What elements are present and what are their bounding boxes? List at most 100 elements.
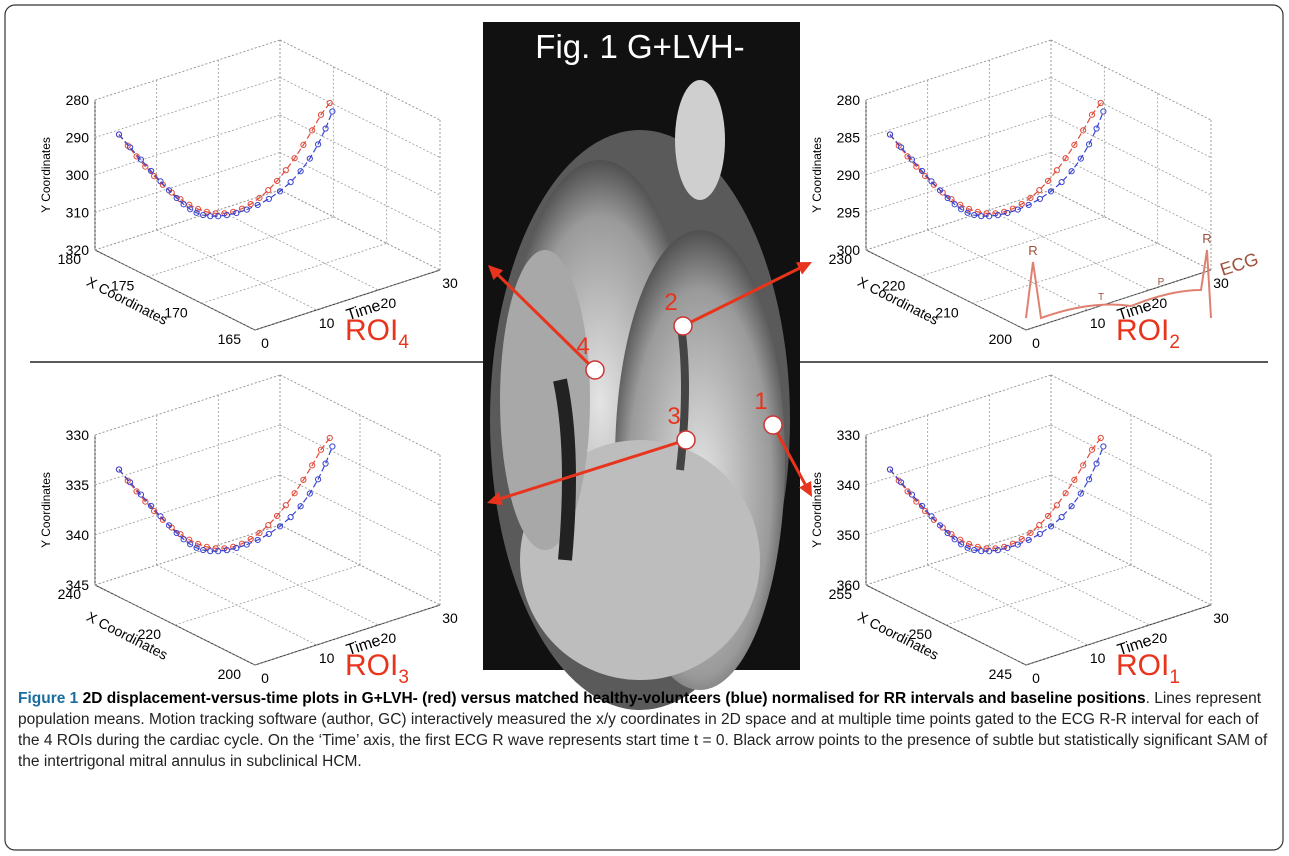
y-axis-label: Y Coordinates — [39, 137, 53, 213]
roi-marker — [673, 316, 693, 336]
grid-line — [156, 564, 317, 646]
trajectory-point — [200, 546, 207, 554]
ecg-label: P — [1158, 277, 1165, 288]
trajectory-point — [971, 546, 978, 554]
trajectory-point — [223, 212, 230, 219]
trajectory-point — [151, 173, 158, 180]
ecg-label: R — [1028, 243, 1037, 258]
trajectory-point — [180, 536, 187, 543]
trajectory-point — [978, 548, 985, 555]
roi-name: ROI — [1116, 314, 1169, 347]
t-tick-label: 0 — [1032, 335, 1040, 351]
trajectory-point — [1088, 446, 1096, 453]
t-tick-label: 10 — [319, 315, 335, 331]
grid-line — [865, 77, 1052, 138]
grid-line — [865, 474, 1052, 536]
arrow — [771, 424, 809, 489]
roi-label: ROI3 — [345, 649, 409, 688]
t-tick-label: 0 — [1032, 670, 1040, 686]
grid-line — [94, 152, 281, 213]
grid-line — [94, 424, 281, 486]
y-tick-label: 335 — [66, 477, 90, 493]
trajectory-point — [986, 548, 993, 555]
grid-line — [972, 242, 1158, 304]
trajectory-point — [247, 200, 254, 208]
y-tick-label: 350 — [837, 527, 861, 543]
grid-line — [279, 114, 441, 196]
x-tick-label: 170 — [164, 304, 188, 320]
y-tick-label: 280 — [837, 92, 861, 108]
trajectory-point — [203, 543, 210, 551]
trajectory-point — [148, 167, 155, 175]
trajectory-point — [1088, 111, 1096, 118]
trajectory-point — [265, 530, 272, 538]
trajectory-point — [276, 188, 284, 195]
y-tick-label: 360 — [837, 577, 861, 593]
grid-line — [927, 564, 1088, 646]
trajectory-point — [1036, 187, 1043, 194]
y-tick-label: 330 — [837, 427, 861, 443]
t-tick-label: 20 — [1152, 295, 1168, 311]
arrow-head — [799, 481, 812, 497]
roi-number: 2 — [1169, 332, 1180, 353]
t-tick-label: 20 — [381, 295, 397, 311]
grid-line — [927, 229, 1088, 311]
trajectory-point — [1036, 530, 1043, 538]
y-axis-label: Y Coordinates — [810, 472, 824, 548]
trajectory-point — [936, 522, 944, 529]
trajectory-point — [317, 111, 325, 118]
trajectory — [118, 437, 331, 549]
trajectory-point — [1097, 99, 1104, 107]
trajectory-point — [207, 548, 214, 555]
grid-line — [865, 374, 1052, 436]
trajectory-point — [230, 543, 237, 550]
ecg-label: ECG — [1218, 249, 1261, 280]
trajectory-point — [233, 209, 240, 217]
y-tick-label: 345 — [66, 577, 90, 593]
x-tick-label: 165 — [218, 331, 242, 347]
trajectory-point — [886, 466, 894, 473]
trajectory-point — [951, 201, 958, 208]
grid-line — [1050, 152, 1212, 233]
x-tick-label: 175 — [111, 278, 135, 294]
trajectory-point — [1044, 177, 1052, 185]
trajectory-point — [898, 144, 905, 151]
roi-number: 1 — [1169, 667, 1180, 688]
y-tick-label: 340 — [837, 477, 861, 493]
roi-name: ROI — [345, 314, 398, 347]
trajectory-point — [329, 108, 336, 115]
trajectory-point — [1077, 490, 1084, 497]
trajectory-point — [297, 168, 304, 175]
trajectory — [889, 102, 1102, 214]
t-tick-label: 30 — [1213, 610, 1229, 626]
image-title: Fig. 1 G+LVH- — [535, 28, 744, 65]
grid-line — [94, 114, 281, 176]
trajectory-point — [137, 156, 145, 163]
grid-line — [989, 544, 1150, 626]
marker-label: 2 — [664, 289, 677, 316]
trajectory-point — [133, 153, 140, 160]
trajectory-point — [326, 99, 333, 107]
grid-line — [865, 524, 1052, 586]
trajectory-point — [306, 490, 313, 497]
trajectory-point — [115, 131, 123, 138]
trajectory-point — [994, 212, 1001, 219]
trajectory-point — [1025, 536, 1032, 544]
t-tick-label: 30 — [1213, 275, 1229, 291]
trajectory-point — [322, 460, 329, 467]
trajectory-point — [215, 213, 222, 220]
ecg-trace — [1025, 249, 1212, 320]
trajectory-point — [974, 543, 981, 551]
trajectory-point — [157, 178, 164, 185]
trajectory-point — [1071, 476, 1078, 483]
trajectory-point — [1077, 155, 1084, 162]
grid-line — [865, 114, 1052, 176]
trajectory-point — [300, 141, 307, 148]
ecg-label: T — [1098, 292, 1104, 303]
trajectory-point — [254, 201, 261, 209]
grid-line — [1025, 269, 1212, 331]
trajectory-point — [256, 194, 263, 201]
trajectory-point — [1068, 168, 1075, 175]
